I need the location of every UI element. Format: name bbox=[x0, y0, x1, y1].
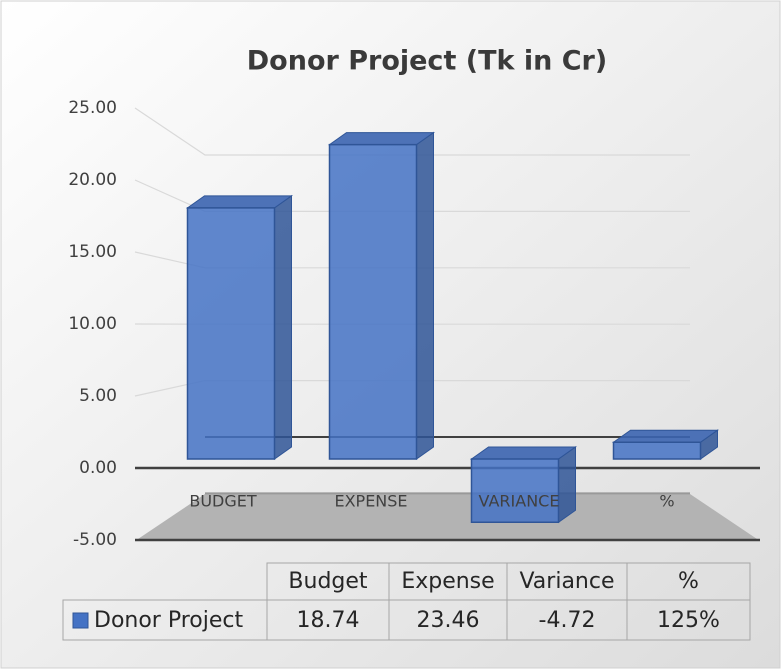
bar-side bbox=[558, 446, 576, 524]
y-tick-label: -5.00 bbox=[73, 530, 117, 550]
bar-top bbox=[327, 132, 436, 146]
bar-side bbox=[274, 194, 292, 460]
legend-key bbox=[72, 612, 89, 629]
table-header: % bbox=[678, 569, 699, 594]
bar bbox=[186, 207, 276, 460]
data-label: -4.72 bbox=[539, 608, 596, 633]
y-tick-label: 15.00 bbox=[68, 242, 117, 262]
x-tick-label: % bbox=[659, 492, 674, 511]
y-tick-label: 25.00 bbox=[68, 98, 117, 118]
table-cell bbox=[626, 599, 751, 641]
y-tick-label: 10.00 bbox=[68, 314, 117, 334]
table-header: Expense bbox=[401, 569, 494, 594]
data-label: 125% bbox=[657, 608, 720, 633]
bar bbox=[612, 441, 702, 460]
bar bbox=[470, 458, 560, 523]
legend-label: Donor Project bbox=[94, 608, 243, 633]
floor bbox=[135, 494, 760, 541]
y-tick-label: 0.00 bbox=[79, 458, 117, 478]
y-tick-label: 5.00 bbox=[79, 386, 117, 406]
x-tick-label: BUDGET bbox=[189, 492, 257, 511]
x-tick-label: EXPENSE bbox=[334, 492, 407, 511]
data-label: 18.74 bbox=[297, 608, 360, 633]
bar-side bbox=[416, 131, 434, 460]
bar-top bbox=[185, 195, 294, 209]
x-tick-label: VARIANCE bbox=[479, 492, 560, 511]
table-header: Variance bbox=[519, 569, 614, 594]
bar-top bbox=[611, 429, 720, 443]
data-label: 23.46 bbox=[417, 608, 480, 633]
grid-line bbox=[134, 107, 690, 156]
bar bbox=[328, 143, 418, 460]
table-header: Budget bbox=[288, 569, 368, 594]
chart-title: Donor Project (Tk in Cr) bbox=[247, 46, 607, 77]
bar-top bbox=[469, 446, 578, 460]
data-table: Budget 18.74 Expense 23.46 Variance -4.72% 125… bbox=[62, 562, 751, 641]
y-tick-label: 20.00 bbox=[68, 170, 117, 190]
